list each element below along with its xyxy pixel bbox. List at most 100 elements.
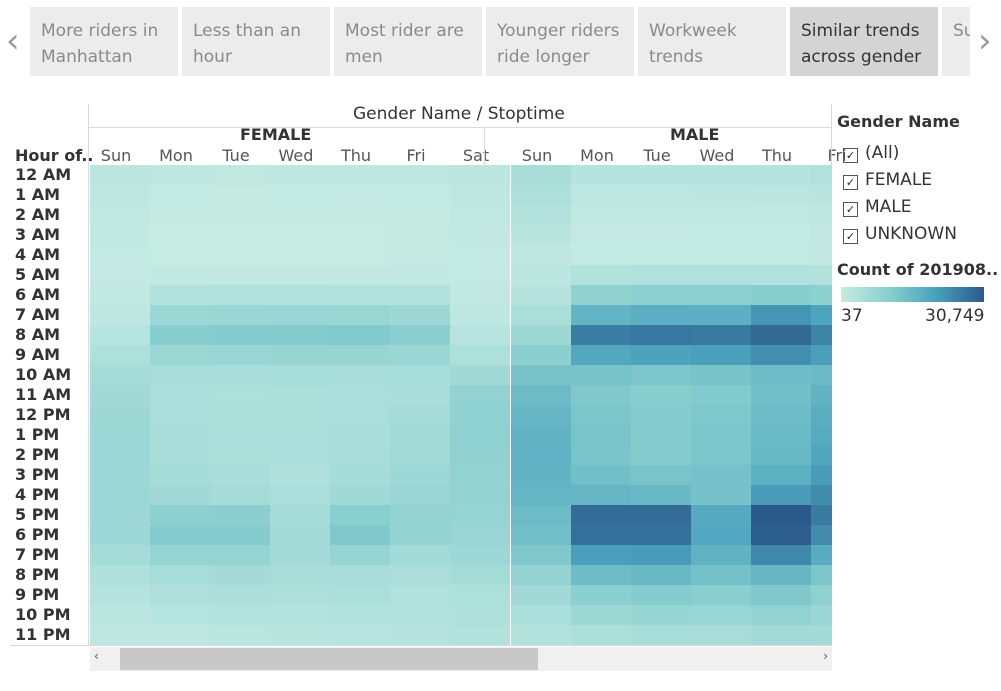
heatmap-cell[interactable] (270, 385, 330, 405)
heatmap-cell[interactable] (571, 245, 631, 265)
heatmap-cell[interactable] (390, 165, 450, 185)
heatmap-cell[interactable] (811, 305, 832, 325)
heatmap-cell[interactable] (691, 405, 751, 425)
heatmap-cell[interactable] (390, 505, 450, 525)
heatmap-cell[interactable] (691, 585, 751, 605)
heatmap-cell[interactable] (811, 625, 832, 645)
heatmap-cell[interactable] (811, 545, 832, 565)
heatmap-cell[interactable] (150, 405, 210, 425)
heatmap-cell[interactable] (511, 185, 571, 205)
heatmap-cell[interactable] (631, 165, 691, 185)
heatmap-cell[interactable] (571, 285, 631, 305)
heatmap-cell[interactable] (751, 485, 811, 505)
heatmap-cell[interactable] (210, 365, 270, 385)
heatmap-cell[interactable] (691, 445, 751, 465)
heatmap-cell[interactable] (270, 605, 330, 625)
heatmap-cell[interactable] (210, 585, 270, 605)
heatmap-cell[interactable] (450, 305, 510, 325)
heatmap-cell[interactable] (90, 545, 150, 565)
heatmap-cell[interactable] (811, 605, 832, 625)
heatmap-cell[interactable] (90, 445, 150, 465)
heatmap-cell[interactable] (691, 225, 751, 245)
heatmap-cell[interactable] (330, 485, 390, 505)
heatmap-cell[interactable] (390, 605, 450, 625)
heatmap-cell[interactable] (450, 525, 510, 545)
heatmap-cell[interactable] (330, 605, 390, 625)
heatmap-cell[interactable] (210, 465, 270, 485)
heatmap-cell[interactable] (270, 585, 330, 605)
heatmap-cell[interactable] (90, 565, 150, 585)
heatmap-cell[interactable] (390, 265, 450, 285)
heatmap-cell[interactable] (330, 585, 390, 605)
heatmap-cell[interactable] (751, 265, 811, 285)
heatmap-cell[interactable] (571, 305, 631, 325)
heatmap-cell[interactable] (270, 625, 330, 645)
heatmap-cell[interactable] (811, 485, 832, 505)
story-tab[interactable]: Younger riders ride longer (486, 7, 634, 76)
heatmap-cell[interactable] (691, 545, 751, 565)
heatmap-cell[interactable] (270, 525, 330, 545)
heatmap-cell[interactable] (90, 585, 150, 605)
heatmap-cell[interactable] (390, 385, 450, 405)
heatmap-cell[interactable] (631, 385, 691, 405)
heatmap-cell[interactable] (150, 445, 210, 465)
heatmap-cell[interactable] (631, 565, 691, 585)
heatmap-cell[interactable] (210, 285, 270, 305)
heatmap-cell[interactable] (210, 165, 270, 185)
heatmap-cell[interactable] (811, 205, 832, 225)
heatmap-cell[interactable] (811, 325, 832, 345)
heatmap-cell[interactable] (511, 365, 571, 385)
heatmap-cell[interactable] (90, 465, 150, 485)
filter-item[interactable]: ✓ FEMALE (843, 169, 932, 191)
heatmap-cell[interactable] (691, 485, 751, 505)
heatmap-cell[interactable] (571, 505, 631, 525)
heatmap-cell[interactable] (751, 605, 811, 625)
heatmap-cell[interactable] (631, 185, 691, 205)
heatmap-cell[interactable] (270, 545, 330, 565)
heatmap-cell[interactable] (691, 525, 751, 545)
heatmap-cell[interactable] (811, 245, 832, 265)
heatmap-cell[interactable] (691, 185, 751, 205)
heatmap-cell[interactable] (270, 565, 330, 585)
heatmap-cell[interactable] (571, 605, 631, 625)
heatmap-cell[interactable] (511, 585, 571, 605)
heatmap-cell[interactable] (751, 345, 811, 365)
heatmap-cell[interactable] (631, 585, 691, 605)
heatmap-cell[interactable] (811, 365, 832, 385)
heatmap-cell[interactable] (270, 425, 330, 445)
heatmap-cell[interactable] (450, 205, 510, 225)
heatmap-cell[interactable] (330, 385, 390, 405)
heatmap-cell[interactable] (691, 345, 751, 365)
heatmap-cell[interactable] (330, 325, 390, 345)
heatmap-cell[interactable] (631, 205, 691, 225)
heatmap-cell[interactable] (811, 405, 832, 425)
heatmap-cell[interactable] (751, 285, 811, 305)
heatmap-cell[interactable] (90, 205, 150, 225)
heatmap-cell[interactable] (631, 365, 691, 385)
heatmap-cell[interactable] (330, 225, 390, 245)
heatmap-cell[interactable] (150, 305, 210, 325)
heatmap-cell[interactable] (210, 185, 270, 205)
heatmap-cell[interactable] (571, 445, 631, 465)
heatmap-cell[interactable] (751, 385, 811, 405)
heatmap-cell[interactable] (511, 625, 571, 645)
heatmap-cell[interactable] (571, 325, 631, 345)
heatmap-cell[interactable] (811, 345, 832, 365)
heatmap-cell[interactable] (90, 345, 150, 365)
heatmap-cell[interactable] (631, 265, 691, 285)
heatmap-cell[interactable] (90, 245, 150, 265)
heatmap-cell[interactable] (450, 505, 510, 525)
heatmap-cell[interactable] (90, 385, 150, 405)
heatmap-cell[interactable] (511, 565, 571, 585)
heatmap-cell[interactable] (210, 305, 270, 325)
heatmap-cell[interactable] (150, 265, 210, 285)
heatmap-cell[interactable] (511, 505, 571, 525)
heatmap-cell[interactable] (150, 585, 210, 605)
heatmap-cell[interactable] (390, 405, 450, 425)
heatmap-cell[interactable] (511, 485, 571, 505)
heatmap-cell[interactable] (631, 345, 691, 365)
heatmap-cell[interactable] (330, 565, 390, 585)
heatmap-cell[interactable] (390, 285, 450, 305)
heatmap-cell[interactable] (330, 245, 390, 265)
heatmap-cell[interactable] (150, 485, 210, 505)
